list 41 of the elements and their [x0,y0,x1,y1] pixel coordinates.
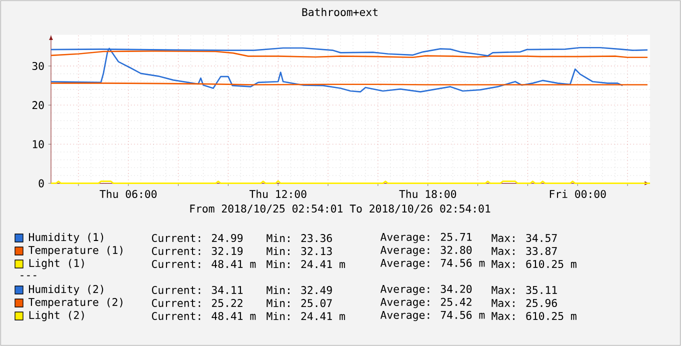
legend-label: Temperature (2) [28,298,122,308]
text: Min: 24.41 m [266,260,345,268]
text: Min: 32.13 [266,246,332,256]
text: Max: 34.57 [492,234,557,242]
text: Current: 24.99 [152,234,243,242]
text: Max: 610.25 m [492,312,576,320]
text: Min: 23.36 [266,234,332,242]
legend-label: Light (1) [29,258,84,270]
chart-title: Bathroom+ext [302,8,378,16]
text: Current: 48.41 m [152,260,256,268]
text: Average: 32.80 [380,246,472,256]
x-axis-title: From 2018/10/25 02:54:01 To 2018/10/26 02:54:01 [190,204,490,214]
text: Max: 610.25 m [492,260,576,268]
y-tick-label: 10 [32,140,44,148]
text: Current: 32.19 [152,246,243,256]
text: Average: 74.56 m [380,310,485,322]
text: Min: 24.41 m [266,312,345,320]
y-tick-label: 30 [32,62,44,70]
text: Current: 48.41 m [152,312,256,320]
text: Current: 34.11 [152,286,243,294]
text: Min: 25.07 [266,298,332,308]
legend-label: Humidity (1) [28,232,104,244]
y-tick-label: 0 [38,179,44,188]
x-tick-label: Thu 06:00 [100,190,157,198]
x-tick-label: Fri 00:00 [550,190,606,198]
text: --- [20,275,36,276]
text: Average: 25.71 [380,232,472,244]
text: Average: 25.42 [380,298,472,308]
legend-label: Temperature (1) [28,246,122,256]
text: Max: 25.96 [492,298,557,308]
text: Average: 74.56 m [380,258,485,270]
text: Max: 33.87 [492,246,557,256]
x-tick-label: Thu 18:00 [399,190,456,198]
x-tick-label: Thu 12:00 [249,190,306,198]
text: Max: 35.11 [492,286,557,294]
text: Current: 25.22 [152,298,242,308]
y-tick-label: 20 [32,101,44,110]
legend-label: Humidity (2) [28,284,104,296]
legend-label: Light (2) [29,310,84,322]
text: Average: 34.20 [380,284,472,296]
text: Min: 32.49 [266,286,332,294]
